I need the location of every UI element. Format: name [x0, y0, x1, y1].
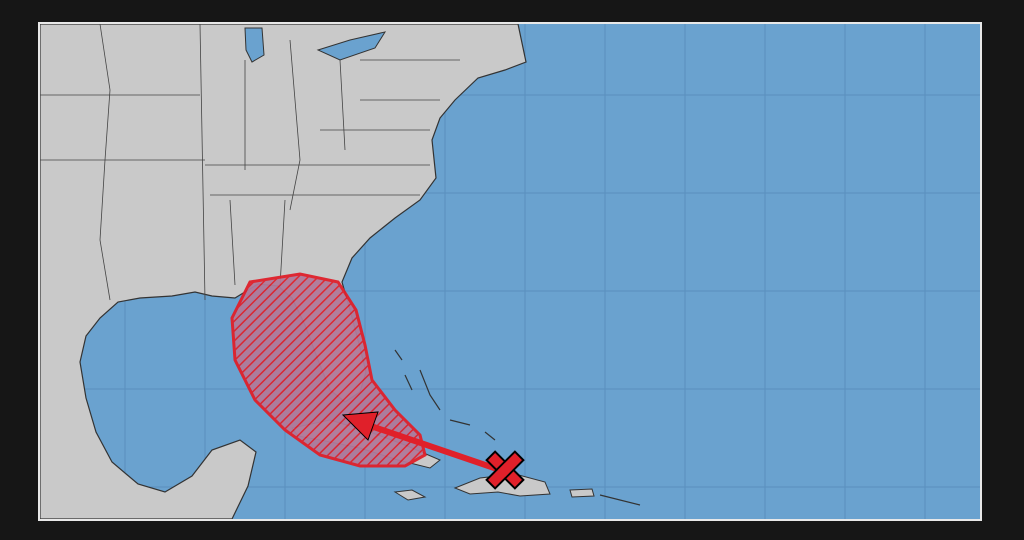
great-lake-erie-ontario [316, 31, 387, 61]
great-lake-michigan [244, 27, 265, 63]
outlook-map [38, 22, 982, 521]
state-borders [40, 24, 460, 301]
outlook-area [230, 272, 427, 468]
map-svg [40, 24, 980, 519]
island-puerto-rico [569, 488, 595, 498]
island-jamaica [393, 489, 427, 501]
island-bahamas [394, 349, 641, 506]
track-arrow [341, 411, 501, 473]
x-icon [485, 450, 525, 490]
